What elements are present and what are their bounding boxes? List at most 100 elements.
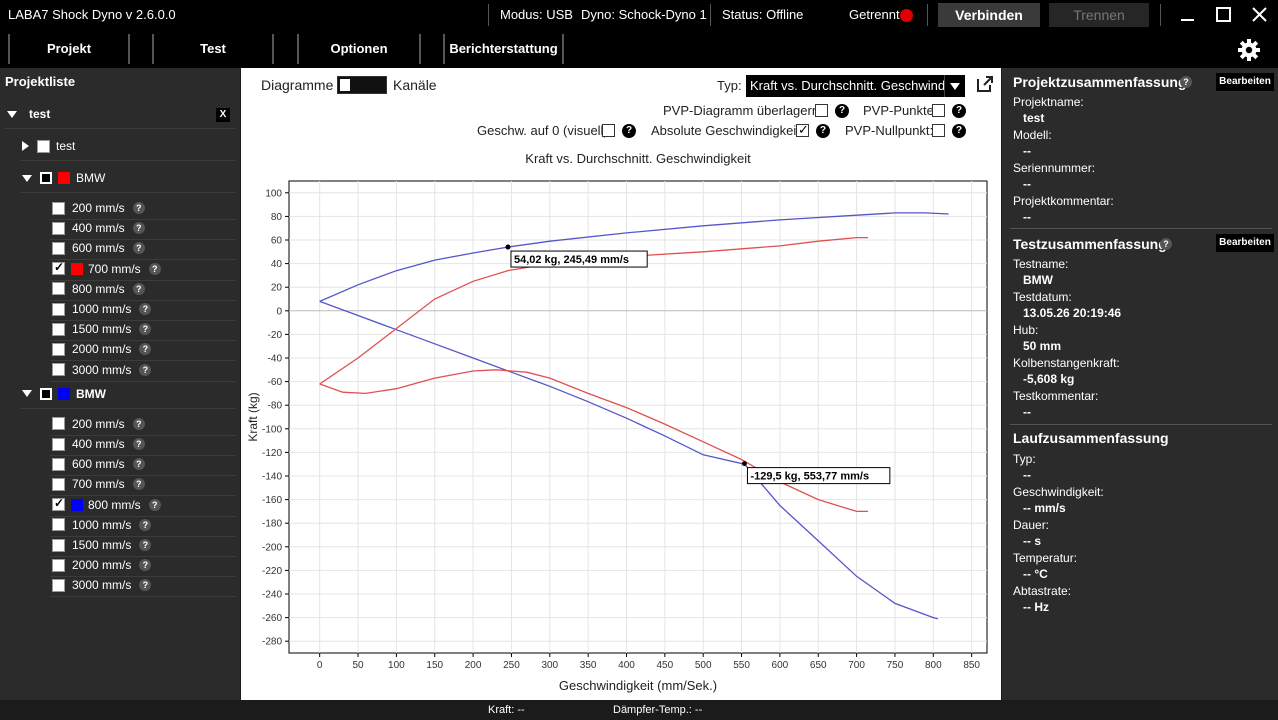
chevron-right-icon[interactable] [22,141,29,151]
help-icon[interactable]: ? [148,262,161,275]
tree-item[interactable]: 700 mm/s? [52,259,161,279]
series-0-lower-line [319,300,939,620]
help-icon[interactable]: ? [139,559,152,572]
edit-test-button[interactable]: Bearbeiten [1216,234,1274,252]
tree-item[interactable]: 800 mm/s? [52,495,161,515]
item-checkbox[interactable] [52,342,65,356]
item-checkbox[interactable] [52,363,65,377]
tree-item[interactable]: 700 mm/s? [52,474,145,494]
help-icon[interactable]: ? [132,282,145,295]
tree-group[interactable]: BMW [22,384,106,404]
tab-berichterstattung[interactable]: Berichterstattung [443,34,564,64]
item-checkbox[interactable] [52,518,65,532]
pvp-zero-checkbox[interactable] [932,124,945,137]
minimize-icon[interactable] [1178,5,1198,25]
tree-group[interactable]: test [22,136,75,156]
tab-optionen[interactable]: Optionen [297,34,421,64]
tab-test[interactable]: Test [152,34,274,64]
help-icon[interactable]: ? [1180,76,1192,88]
help-icon[interactable]: ? [139,323,152,336]
tree-item[interactable]: 1500 mm/s? [52,535,152,555]
view-toggle[interactable] [337,76,387,94]
item-checkbox[interactable] [52,477,65,491]
connect-button[interactable]: Verbinden [938,3,1040,27]
popout-icon[interactable] [976,75,994,93]
tree-item[interactable]: 600 mm/s? [52,454,145,474]
help-icon[interactable]: ? [132,458,145,471]
item-checkbox[interactable] [52,558,65,572]
help-icon[interactable]: ? [952,124,966,138]
item-checkbox[interactable] [52,241,65,255]
tree-item[interactable]: 600 mm/s? [52,238,145,258]
absolute-speed-checkbox[interactable] [796,122,809,138]
item-checkbox[interactable] [52,302,65,316]
disconnect-button[interactable]: Trennen [1049,3,1149,27]
divider [50,434,236,436]
pvp-points-checkbox[interactable] [932,104,945,117]
tree-item[interactable]: 1000 mm/s? [52,299,152,319]
group-checkbox[interactable] [40,387,52,400]
help-icon[interactable]: ? [835,104,849,118]
type-select[interactable]: Kraft vs. Durchschnitt. Geschwindigkeit [746,75,965,97]
help-icon[interactable]: ? [952,104,966,118]
tree-item[interactable]: 200 mm/s? [52,198,145,218]
close-project-button[interactable]: X [216,108,230,122]
help-icon[interactable]: ? [132,202,145,214]
overlay-pvp-checkbox[interactable] [815,104,828,117]
item-checkbox[interactable] [52,496,65,512]
item-checkbox[interactable] [52,417,65,431]
chevron-down-icon[interactable] [22,174,32,182]
chevron-down-icon[interactable] [944,75,965,97]
tree-item[interactable]: 1500 mm/s? [52,319,152,339]
edit-project-button[interactable]: Bearbeiten [1216,73,1274,91]
zero-speed-checkbox[interactable] [602,124,615,137]
tree-group[interactable]: BMW [22,168,105,188]
help-icon[interactable]: ? [139,363,152,376]
gear-icon[interactable] [1237,38,1261,62]
help-icon[interactable]: ? [139,303,152,315]
item-checkbox[interactable] [52,578,65,592]
help-icon[interactable]: ? [132,417,145,430]
project-name[interactable]: test [29,107,51,121]
item-checkbox[interactable] [52,201,65,215]
annotation-box [510,250,648,268]
item-checkbox[interactable] [52,457,65,471]
help-icon[interactable]: ? [132,222,145,235]
chevron-down-icon[interactable] [22,390,32,398]
tree-item[interactable]: 400 mm/s? [52,218,145,238]
tree-item[interactable]: 1000 mm/s? [52,515,152,535]
maximize-icon[interactable] [1214,5,1234,25]
item-checkbox[interactable] [52,221,65,235]
help-icon[interactable]: ? [139,579,152,592]
help-icon[interactable]: ? [132,478,145,491]
tree-item[interactable]: 200 mm/s? [52,414,145,434]
help-icon[interactable]: ? [139,518,152,531]
item-checkbox[interactable] [52,322,65,336]
help-icon[interactable]: ? [816,124,830,138]
chevron-down-icon[interactable] [7,110,17,118]
x-tick-label: 700 [848,660,865,671]
item-checkbox[interactable] [52,437,65,451]
help-icon[interactable]: ? [139,539,152,551]
group-checkbox[interactable] [37,139,50,153]
tree-item[interactable]: 3000 mm/s? [52,575,152,595]
tree-item[interactable]: 3000 mm/s? [52,360,152,380]
tab-projekt[interactable]: Projekt [8,34,130,64]
help-icon[interactable]: ? [132,438,145,450]
close-icon[interactable] [1250,5,1270,25]
item-checkbox[interactable] [52,260,65,276]
tree-item-label: 600 mm/s [72,457,125,472]
tree-item[interactable]: 2000 mm/s? [52,339,152,359]
group-checkbox[interactable] [40,172,52,184]
tree-item-label: 700 mm/s [88,261,141,276]
help-icon[interactable]: ? [1160,238,1172,250]
help-icon[interactable]: ? [132,242,145,255]
item-checkbox[interactable] [52,282,65,296]
help-icon[interactable]: ? [139,343,152,356]
help-icon[interactable]: ? [148,498,161,511]
help-icon[interactable]: ? [622,124,636,138]
tree-item[interactable]: 800 mm/s? [52,279,145,299]
item-checkbox[interactable] [52,538,65,552]
tree-item[interactable]: 400 mm/s? [52,434,145,454]
tree-item[interactable]: 2000 mm/s? [52,555,152,575]
